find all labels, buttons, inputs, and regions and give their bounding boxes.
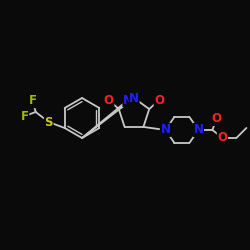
Text: N: N: [123, 94, 133, 106]
Text: O: O: [218, 132, 228, 144]
Text: N: N: [160, 124, 170, 136]
Text: O: O: [212, 112, 222, 126]
Text: F: F: [21, 110, 29, 122]
Text: S: S: [44, 116, 53, 128]
Text: F: F: [29, 94, 37, 108]
Text: O: O: [154, 94, 164, 106]
Text: N: N: [194, 124, 203, 136]
Text: O: O: [104, 94, 114, 106]
Text: N: N: [129, 92, 139, 104]
